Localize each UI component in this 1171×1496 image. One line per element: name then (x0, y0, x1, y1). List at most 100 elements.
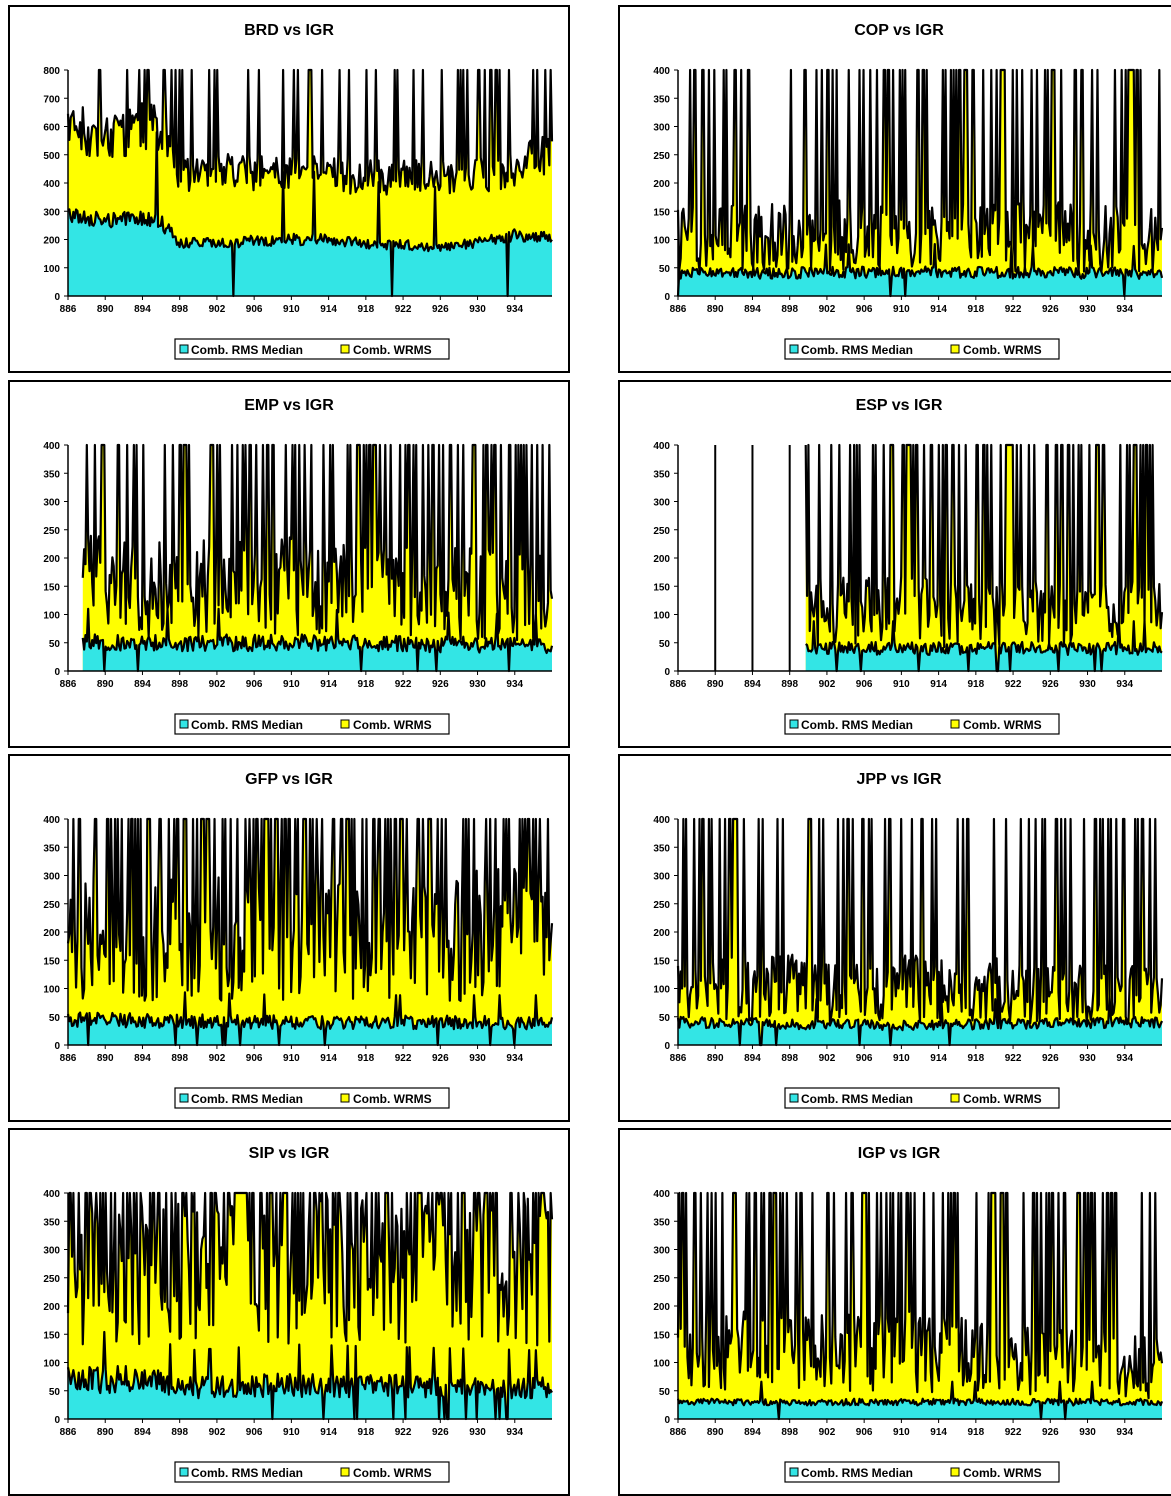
median-area (678, 244, 1162, 296)
y-tick-label: 200 (43, 554, 60, 565)
x-tick-label: 886 (60, 304, 77, 315)
x-tick-label: 934 (506, 1053, 523, 1064)
chart-title: COP vs IGR (854, 22, 944, 39)
y-tick-label: 50 (659, 1387, 671, 1398)
legend-swatch-median (179, 719, 189, 729)
y-tick-label: 400 (653, 66, 670, 77)
x-tick-label: 930 (1079, 304, 1096, 315)
median-line (67, 131, 553, 298)
x-tick-label: 922 (1005, 1427, 1022, 1438)
chart-title: JPP vs IGR (856, 771, 942, 788)
y-tick-label: 150 (653, 207, 670, 218)
y-tick-label: 300 (43, 207, 60, 218)
y-tick-label: 50 (49, 1013, 61, 1024)
legend-box (784, 1461, 1060, 1483)
legend-swatch-wrms (950, 1093, 960, 1103)
x-tick-label: 930 (1079, 679, 1096, 690)
y-tick-label: 100 (43, 1359, 60, 1370)
y-tick-label: 100 (43, 264, 60, 275)
y-tick-label: 50 (49, 639, 61, 650)
x-tick-label: 902 (209, 1427, 226, 1438)
legend-label-wrms: Comb. WRMS (353, 718, 432, 732)
wrms-line (676, 817, 1164, 1025)
legend-label-median: Comb. RMS Median (801, 343, 913, 357)
chart-panel-6: JPP vs IGR 0 50 100 150 200 250 300 350 400 886 890… (618, 754, 1171, 1122)
y-tick-label: 300 (43, 872, 60, 883)
legend-box (784, 338, 1060, 360)
chart-title: BRD vs IGR (244, 22, 334, 39)
x-tick-label: 934 (1116, 679, 1133, 690)
y-tick-label: 250 (43, 900, 60, 911)
x-tick-label: 926 (1042, 1427, 1059, 1438)
chart-svg: ESP vs IGR 0 50 100 150 200 250 300 350 400 886 890… (653, 397, 1164, 735)
legend-box (784, 713, 1060, 735)
legend-swatch-wrms (950, 719, 960, 729)
x-tick-label: 902 (819, 679, 836, 690)
legend-label-median: Comb. RMS Median (191, 1092, 303, 1106)
chart-svg: GFP vs IGR 0 50 100 150 200 250 300 350 400 886 890… (43, 771, 554, 1109)
y-tick-label: 350 (43, 843, 60, 854)
x-tick-label: 934 (506, 1427, 523, 1438)
x-tick-label: 922 (395, 1053, 412, 1064)
x-tick-label: 894 (134, 679, 151, 690)
legend-label-median: Comb. RMS Median (801, 718, 913, 732)
x-tick-label: 886 (60, 1427, 77, 1438)
legend-box (174, 1461, 450, 1483)
y-tick-label: 200 (653, 1302, 670, 1313)
y-tick-label: 150 (653, 956, 670, 967)
median-area (68, 132, 552, 296)
x-tick-label: 914 (320, 1427, 337, 1438)
y-tick-label: 400 (653, 815, 670, 826)
y-tick-label: 200 (653, 928, 670, 939)
x-tick-label: 910 (893, 679, 910, 690)
x-tick-label: 926 (432, 679, 449, 690)
x-tick-label: 886 (670, 1053, 687, 1064)
wrms-line (676, 1191, 1164, 1400)
x-tick-label: 898 (171, 1053, 188, 1064)
x-tick-label: 886 (670, 679, 687, 690)
median-line (676, 1380, 1164, 1421)
x-tick-label: 910 (283, 304, 300, 315)
y-tick-label: 50 (659, 264, 671, 275)
y-tick-label: 100 (43, 611, 60, 622)
x-tick-label: 898 (781, 304, 798, 315)
legend-swatch-median (789, 719, 799, 729)
y-tick-label: 250 (43, 1274, 60, 1285)
x-tick-label: 918 (358, 1427, 375, 1438)
y-tick-label: 300 (43, 498, 60, 509)
y-tick-label: 250 (653, 151, 670, 162)
chart-svg: JPP vs IGR 0 50 100 150 200 250 300 350 400 886 890… (653, 771, 1164, 1109)
y-tick-label: 500 (43, 151, 60, 162)
y-tick-label: 600 (43, 123, 60, 134)
x-tick-label: 898 (171, 304, 188, 315)
x-tick-label: 894 (744, 304, 761, 315)
x-tick-label: 902 (209, 1053, 226, 1064)
x-tick-label: 902 (209, 304, 226, 315)
y-tick-label: 150 (653, 1330, 670, 1341)
median-line (805, 620, 1163, 673)
x-tick-label: 898 (781, 1427, 798, 1438)
x-tick-label: 906 (856, 304, 873, 315)
x-tick-label: 902 (819, 304, 836, 315)
x-tick-label: 914 (320, 304, 337, 315)
legend-label-median: Comb. RMS Median (191, 343, 303, 357)
x-tick-label: 894 (134, 1053, 151, 1064)
chart-panel-8: IGP vs IGR 0 50 100 150 200 250 300 350 400 886 890… (618, 1128, 1171, 1496)
legend-swatch-wrms (950, 1467, 960, 1477)
x-tick-label: 910 (893, 1053, 910, 1064)
wrms-line (66, 817, 554, 1002)
y-tick-label: 200 (43, 1302, 60, 1313)
median-line (66, 1330, 553, 1421)
x-tick-label: 922 (395, 1427, 412, 1438)
legend-swatch-median (789, 1093, 799, 1103)
x-tick-label: 918 (358, 304, 375, 315)
x-tick-label: 906 (856, 1053, 873, 1064)
legend-label-wrms: Comb. WRMS (963, 1466, 1042, 1480)
y-tick-label: 400 (43, 1189, 60, 1200)
x-tick-label: 910 (283, 1427, 300, 1438)
y-tick-label: 250 (653, 526, 670, 537)
x-tick-label: 886 (60, 679, 77, 690)
x-tick-label: 918 (358, 679, 375, 690)
legend-label-median: Comb. RMS Median (801, 1092, 913, 1106)
x-tick-label: 934 (1116, 1427, 1133, 1438)
